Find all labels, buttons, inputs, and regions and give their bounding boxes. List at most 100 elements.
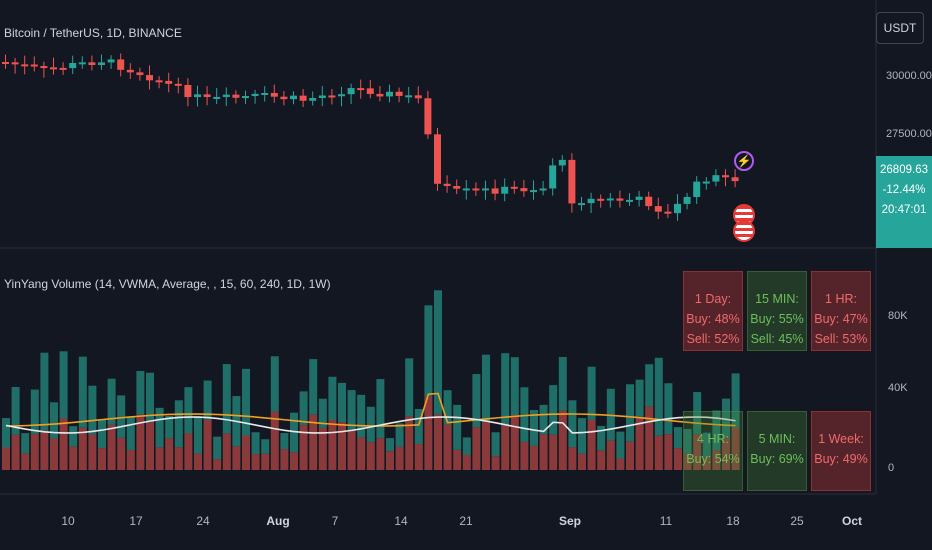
volume-sell-bar (472, 427, 481, 470)
volume-buy-bar (405, 358, 414, 417)
volume-buy-bar (587, 366, 596, 420)
volume-sell-bar (309, 414, 318, 470)
candle (21, 64, 29, 67)
volume-sell-bar (539, 434, 548, 470)
currency-button[interactable]: USDT (876, 12, 924, 44)
volume-buy-bar (434, 290, 442, 415)
candle (2, 62, 9, 64)
price-label-30000: 30000.00 (886, 70, 932, 82)
candle (462, 188, 470, 191)
volume-buy-bar (578, 418, 586, 454)
candle (165, 80, 173, 84)
time-label: 10 (61, 514, 75, 528)
table-1-week: 1 Week: Buy: 49% (811, 411, 871, 491)
candle (136, 72, 144, 76)
candle (290, 95, 297, 100)
volume-sell-bar (405, 416, 414, 470)
volume-sell-bar (664, 434, 673, 470)
volume-buy-bar (117, 395, 126, 438)
volume-sell-bar (146, 422, 154, 470)
candle (50, 67, 57, 70)
candle (597, 198, 605, 201)
volume-sell-bar (558, 410, 567, 470)
candle (232, 94, 240, 98)
time-label: 18 (726, 514, 740, 528)
candle (174, 83, 182, 86)
volume-sell-bar (482, 422, 490, 470)
volume-buy-bar (126, 416, 135, 451)
volume-buy-bar (136, 371, 145, 415)
volume-sell-bar (213, 459, 222, 470)
candle (645, 196, 653, 207)
candle (376, 93, 384, 97)
volume-buy-bar (472, 374, 481, 428)
volume-buy-bar (261, 439, 270, 454)
volume-sell-bar (251, 454, 260, 470)
volume-buy-bar (712, 410, 721, 451)
volume-sell-bar (117, 437, 126, 470)
volume-label-0: 0 (888, 462, 895, 474)
volume-sell-bar (165, 438, 174, 470)
candle (261, 92, 269, 95)
volume-sell-bar (194, 453, 202, 470)
candle (520, 188, 528, 192)
volume-buy-bar (318, 398, 327, 428)
volume-buy-bar (539, 404, 548, 435)
volume-buy-bar (424, 305, 433, 397)
candle (635, 196, 643, 200)
candle (338, 94, 345, 97)
volume-sell-bar (386, 451, 394, 470)
volume-buy-bar (635, 379, 644, 417)
time-label-month: Aug (266, 514, 290, 528)
volume-sell-bar (712, 450, 721, 470)
volume-sell-bar (318, 427, 327, 470)
candle (11, 62, 19, 65)
candle (117, 59, 125, 70)
candle (203, 94, 211, 97)
candle (510, 186, 518, 189)
volume-buy-bar (568, 400, 577, 448)
volume-sell-bar (616, 458, 625, 470)
volume-sell-bar (434, 414, 442, 470)
time-label-month: Oct (841, 514, 863, 528)
volume-label-40k: 40K (888, 382, 908, 394)
candle (405, 95, 413, 98)
time-label: 14 (394, 514, 408, 528)
lightning-icon[interactable]: ⚡ (734, 151, 754, 171)
volume-buy-bar (59, 351, 68, 419)
volume-buy-bar (395, 423, 404, 447)
volume-sell-bar (597, 450, 606, 470)
candle (280, 96, 288, 100)
us-flag-icon[interactable] (733, 220, 755, 242)
volume-buy-bar (731, 373, 740, 428)
candle (242, 96, 249, 99)
candle (318, 95, 326, 99)
volume-sell-bar (626, 441, 634, 470)
indicator-title[interactable]: YinYang Volume (14, VWMA, Average, , 15,… (4, 277, 331, 291)
symbol-title[interactable]: Bitcoin / TetherUS, 1D, BINANCE (4, 26, 182, 40)
candle (434, 134, 441, 184)
volume-sell-bar (424, 396, 433, 470)
candle (184, 84, 192, 98)
volume-sell-bar (731, 427, 740, 470)
volume-buy-bar (664, 383, 673, 435)
time-label: 24 (196, 514, 210, 528)
volume-sell-bar (328, 420, 337, 470)
candle (664, 211, 672, 214)
volume-buy-bar (78, 356, 87, 428)
volume-buy-bar (366, 406, 375, 443)
candle (146, 75, 153, 81)
volume-buy-bar (165, 415, 174, 439)
volume-buy-bar (645, 364, 654, 407)
volume-buy-bar (597, 425, 606, 451)
orange-average-line (5, 392, 736, 427)
candle (328, 95, 336, 98)
volume-buy-bar (616, 431, 625, 459)
volume-sell-bar (568, 447, 577, 470)
volume-sell-bar (88, 434, 97, 470)
volume-sell-bar (338, 422, 346, 470)
candle (539, 188, 547, 191)
volume-buy-bar (50, 402, 58, 439)
candle (270, 92, 278, 97)
